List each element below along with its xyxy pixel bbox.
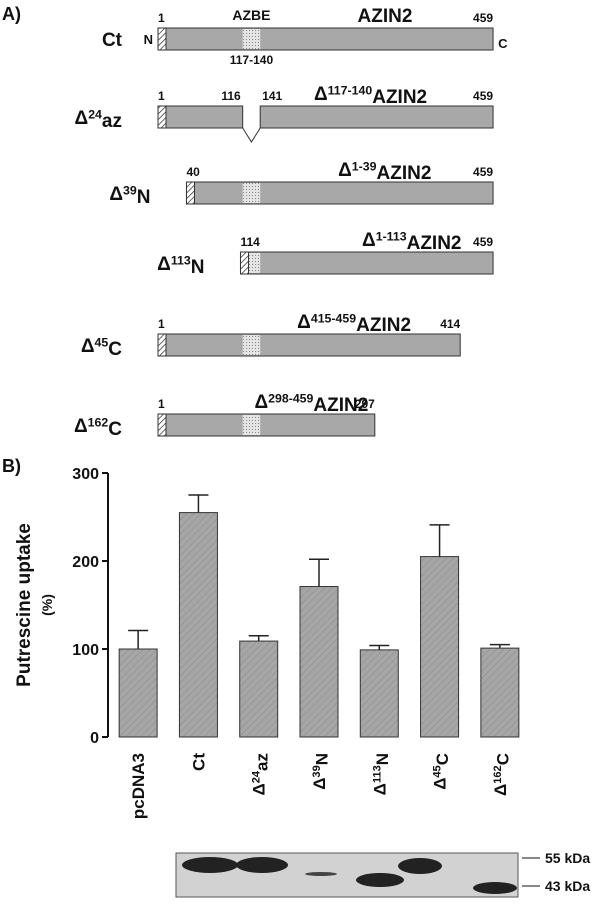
domain-bar — [157, 27, 494, 51]
x-tick-label: pcDNA3 — [129, 753, 148, 819]
y-tick-label: 200 — [72, 554, 99, 571]
y-tick-label: 100 — [72, 642, 99, 659]
construct-name: Δ39N — [109, 183, 150, 208]
panel-label: B) — [2, 456, 21, 476]
domain-bar — [185, 181, 494, 205]
azbe-region — [242, 415, 261, 435]
residue-label: 1 — [158, 11, 165, 25]
bar — [118, 648, 158, 738]
residue-label: 40 — [186, 165, 200, 179]
azbe-region — [242, 183, 261, 203]
azbe-region — [242, 335, 261, 355]
x-tick-label: Δ24az — [250, 753, 272, 795]
n-terminal-tag — [157, 105, 167, 129]
x-tick-label: Ct — [189, 753, 208, 771]
panel-label: A) — [2, 4, 21, 24]
azbe-region — [242, 29, 261, 49]
deletion-mark — [242, 127, 261, 143]
element-label: AZBE — [232, 7, 270, 23]
n-terminal-tag — [157, 27, 167, 51]
residue-label: 459 — [473, 89, 493, 103]
domain-bar — [157, 333, 461, 357]
domain-bar — [239, 251, 494, 275]
domain-bar — [259, 105, 494, 129]
residue-label: 459 — [473, 235, 493, 249]
residue-label: 414 — [440, 317, 460, 331]
n-terminal-tag — [239, 251, 249, 275]
construct-title: AZIN2 — [358, 6, 413, 27]
y-axis-title: Putrescine uptake — [14, 523, 35, 687]
x-tick-label: Δ45C — [431, 753, 453, 790]
construct-name: Δ24az — [75, 107, 122, 132]
construct-title: Δ1-39AZIN2 — [338, 159, 431, 184]
element-range: 117-140 — [230, 53, 274, 67]
x-tick-label: Δ162C — [491, 753, 513, 796]
residue-label: 1 — [158, 397, 165, 411]
residue-label: 459 — [473, 11, 493, 25]
terminus-label: C — [498, 36, 508, 51]
blot-marker: 55 kDa — [545, 850, 590, 866]
n-terminal-tag — [157, 333, 167, 357]
residue-label: 141 — [262, 89, 282, 103]
residue-label: 459 — [473, 165, 493, 179]
bar — [239, 640, 279, 738]
bar — [480, 647, 520, 738]
construct-title: Δ117-140AZIN2 — [314, 83, 427, 108]
n-terminal-tag — [185, 181, 195, 205]
construct-name: Δ113N — [157, 253, 204, 278]
bar — [178, 512, 218, 738]
construct-name: Δ45C — [81, 335, 122, 360]
y-axis-unit: (%) — [39, 594, 55, 616]
bar — [420, 556, 460, 738]
y-tick-label: 300 — [72, 466, 99, 483]
x-tick-label: Δ113N — [370, 753, 392, 795]
domain-bar — [157, 105, 244, 129]
blot-marker: 43 kDa — [545, 878, 590, 894]
construct-title: Δ415-459AZIN2 — [297, 311, 411, 336]
western-blot — [175, 852, 540, 898]
residue-label: 116 — [221, 89, 241, 103]
residue-label: 1 — [158, 89, 165, 103]
x-tick-label: Δ39N — [310, 753, 332, 790]
construct-title: Δ298-459AZIN2 — [254, 391, 368, 416]
construct-name: Ct — [102, 30, 123, 51]
domain-bar — [157, 413, 376, 437]
residue-label: 297 — [355, 397, 375, 411]
n-terminal-tag — [157, 413, 167, 437]
construct-name: Δ162C — [74, 415, 122, 440]
bar — [359, 649, 399, 738]
residue-label: 114 — [240, 235, 260, 249]
construct-title: Δ1-113AZIN2 — [362, 229, 461, 254]
y-tick-label: 0 — [90, 730, 99, 747]
bar — [299, 586, 339, 738]
residue-label: 1 — [158, 317, 165, 331]
terminus-label: N — [144, 32, 153, 47]
